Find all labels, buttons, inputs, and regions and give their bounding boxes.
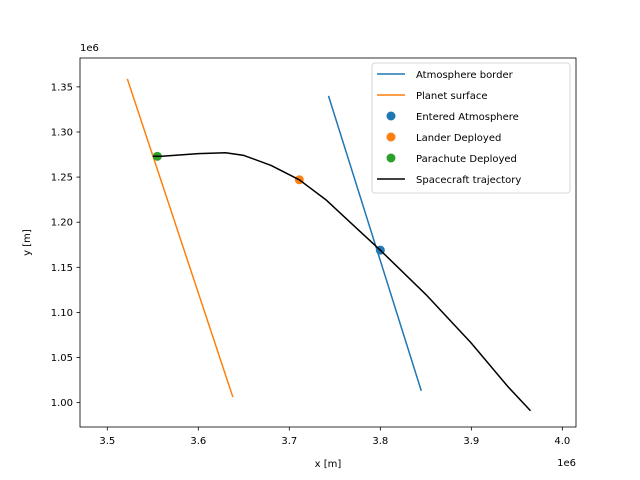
atmosphere-border-line — [327, 95, 423, 392]
y-axis: 1.00 1.05 1.10 1.15 1.20 1.25 1.30 1.35 — [51, 82, 80, 409]
y-tick-label: 1.10 — [51, 308, 73, 319]
x-tick-label: 3.7 — [281, 436, 297, 447]
spacecraft-trajectory-line — [152, 151, 532, 412]
y-tick-label: 1.15 — [51, 263, 73, 274]
legend-swatch-lander-deployed — [386, 132, 396, 142]
y-tick-label: 1.30 — [51, 127, 73, 138]
legend-label-atmosphere-border: Atmosphere border — [416, 70, 514, 81]
x-axis: 3.5 3.6 3.7 3.8 3.9 4.0 — [99, 427, 570, 447]
y-tick-label: 1.05 — [51, 353, 73, 364]
legend-label-entered-atmosphere: Entered Atmosphere — [416, 112, 519, 123]
legend: Atmosphere border Planet surface Entered A… — [371, 62, 571, 194]
x-tick-label: 3.6 — [190, 436, 206, 447]
planet-surface-line — [126, 78, 234, 398]
x-tick-label: 4.0 — [554, 436, 570, 447]
y-axis-label: y [m] — [22, 229, 33, 256]
y-tick-label: 1.00 — [51, 398, 73, 409]
legend-swatch-entered-atmosphere — [386, 111, 396, 121]
x-offset-label: 1e6 — [557, 458, 576, 469]
legend-swatch-parachute-deployed — [386, 153, 396, 163]
x-axis-label: x [m] — [315, 459, 342, 470]
legend-label-parachute-deployed: Parachute Deployed — [416, 154, 517, 165]
legend-label-spacecraft-trajectory: Spacecraft trajectory — [416, 175, 521, 186]
legend-label-lander-deployed: Lander Deployed — [416, 133, 501, 144]
y-tick-label: 1.20 — [51, 218, 73, 229]
y-tick-label: 1.35 — [51, 82, 73, 93]
plot-area — [126, 78, 532, 412]
x-tick-label: 3.8 — [372, 436, 388, 447]
y-tick-label: 1.25 — [51, 173, 73, 184]
x-tick-label: 3.9 — [463, 436, 479, 447]
legend-label-planet-surface: Planet surface — [416, 91, 487, 102]
x-tick-label: 3.5 — [99, 436, 115, 447]
y-offset-label: 1e6 — [80, 43, 99, 54]
axes-frame — [79, 57, 577, 428]
legend-box — [371, 62, 571, 194]
